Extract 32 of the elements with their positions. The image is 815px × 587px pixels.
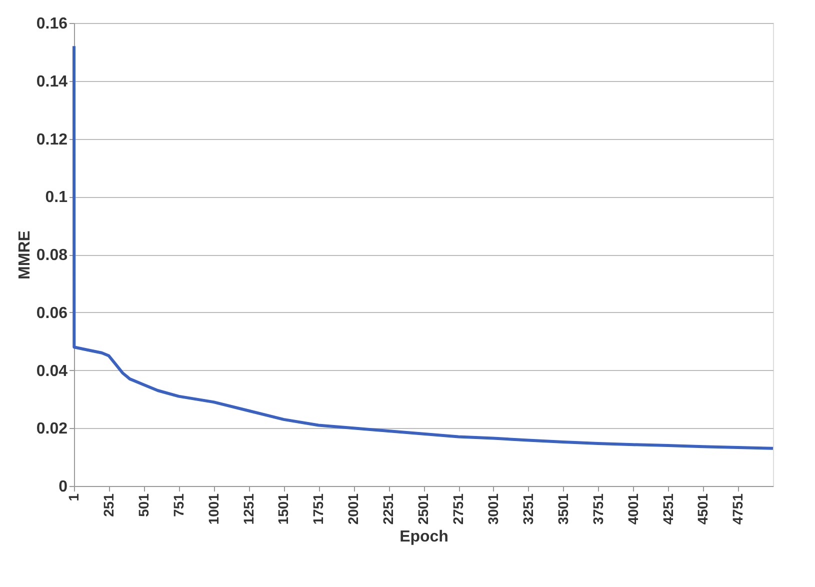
x-tick-label: 1001 [205,493,222,525]
x-tick-label: 2751 [450,493,466,525]
x-tick-label: 1501 [275,493,292,525]
y-axis-title: MMRE [16,230,34,280]
x-tick-label: 251 [100,493,116,517]
line-series [72,44,774,450]
y-tick-label: 0.02 [36,420,68,438]
x-tick-label: 3751 [590,493,606,525]
x-tick-label: 4251 [660,493,676,525]
x-tick-label: 1251 [240,493,256,525]
x-tick-label: 3501 [554,493,571,525]
x-tick-label: 2001 [345,493,362,525]
y-tick-label: 0.1 [45,189,68,206]
x-tick-label: 3251 [520,493,536,525]
x-tick-label: 4501 [694,493,711,525]
y-tick-label: 0.04 [36,362,68,380]
x-axis-title: Epoch [400,528,448,546]
x-tick-label: 2501 [415,493,432,525]
y-tick-label: 0.14 [36,73,68,90]
x-tick-label: 3001 [484,493,501,525]
y-tick-label: 0.06 [36,304,68,322]
x-tick-label: 751 [170,493,186,517]
x-tick-label: 4001 [624,493,641,525]
y-tick-label: 0.16 [36,16,68,32]
x-tick-label: 501 [135,493,152,517]
y-tick-label: 0.08 [36,247,68,264]
x-tick-label: 2251 [380,493,396,525]
x-tick-label: 1 [66,493,82,502]
y-tick-label: 0.12 [36,131,68,148]
y-tick-label: 0 [58,478,68,496]
x-tick-label: 4751 [730,493,746,525]
x-tick-label: 1751 [310,493,326,525]
